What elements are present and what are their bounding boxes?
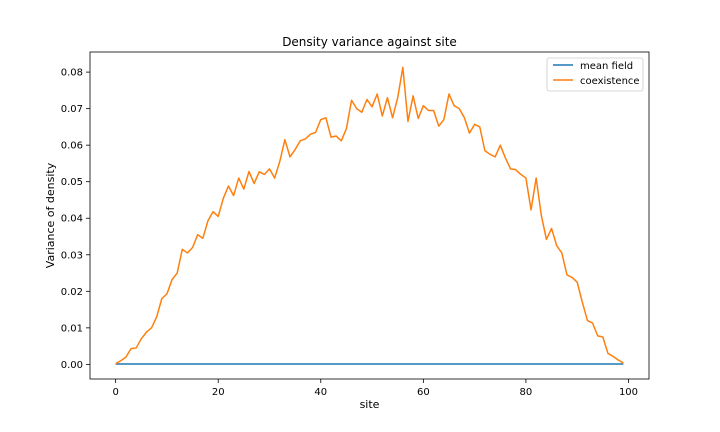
y-tick-label: 0.03 <box>61 250 83 261</box>
x-tick-label: 80 <box>520 387 533 398</box>
y-tick-label: 0.00 <box>61 360 83 371</box>
y-tick-label: 0.06 <box>61 141 83 152</box>
x-axis-ticks: 0 20 40 60 80 100 <box>112 379 638 398</box>
x-tick-label: 20 <box>212 387 225 398</box>
y-axis-label: Variance of density <box>44 162 57 268</box>
y-tick-label: 0.01 <box>61 323 83 334</box>
y-tick-label: 0.02 <box>61 287 83 298</box>
chart-title: Density variance against site <box>282 35 457 49</box>
plot-area <box>90 52 649 379</box>
series-line-coexistence <box>115 66 624 365</box>
series-layer <box>115 66 624 365</box>
legend-box <box>546 57 644 92</box>
plot-frame <box>89 51 650 380</box>
x-tick-label: 100 <box>619 387 638 398</box>
y-tick-label: 0.05 <box>61 177 83 188</box>
y-tick-label: 0.08 <box>61 68 83 79</box>
x-tick-label: 0 <box>112 387 118 398</box>
legend-label-coexistence: coexistence <box>580 76 640 87</box>
y-tick-label: 0.07 <box>61 104 83 115</box>
legend: mean field coexistence <box>546 57 644 92</box>
x-tick-label: 40 <box>314 387 327 398</box>
legend-label-mean-field: mean field <box>580 61 633 72</box>
y-tick-label: 0.04 <box>61 214 83 225</box>
y-axis-ticks: 0.00 0.01 0.02 0.03 0.04 0.05 0.06 0.07 0.08 <box>61 68 90 371</box>
x-tick-label: 60 <box>417 387 430 398</box>
x-axis-label: site <box>360 398 380 411</box>
